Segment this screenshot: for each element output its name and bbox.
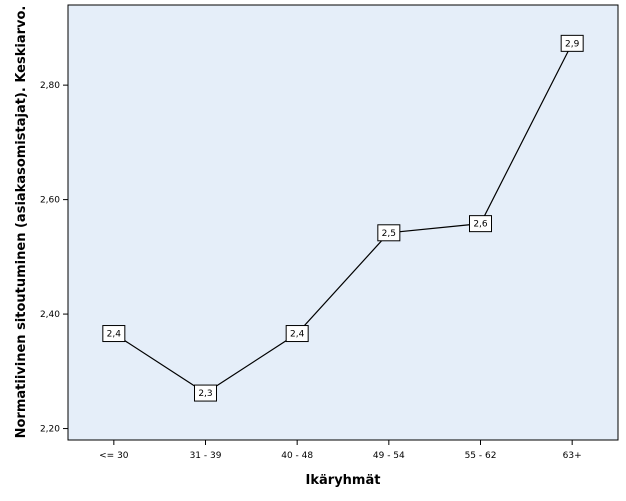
y-axis: 2,20 2,40 2,60 2,80 bbox=[40, 81, 68, 435]
x-tick-label: 49 - 54 bbox=[373, 451, 405, 461]
data-point: 2,5 bbox=[377, 224, 401, 242]
series-line bbox=[113, 43, 573, 394]
x-axis: <= 30 31 - 39 40 - 48 49 - 54 55 - 62 63+ bbox=[99, 440, 582, 461]
x-tick-label: 63+ bbox=[563, 451, 582, 461]
y-tick-label: 2,80 bbox=[40, 81, 60, 91]
data-label: 2,9 bbox=[565, 39, 580, 49]
data-label-box bbox=[285, 325, 309, 343]
y-tick-label: 2,40 bbox=[40, 310, 60, 320]
data-label-box bbox=[469, 215, 492, 233]
y-tick-label: 2,20 bbox=[40, 425, 60, 435]
data-point: 2,4 bbox=[285, 325, 309, 343]
data-label: 2,4 bbox=[107, 330, 122, 340]
data-point: 2,6 bbox=[469, 215, 492, 233]
x-tick-label: <= 30 bbox=[99, 451, 129, 461]
data-label: 2,4 bbox=[290, 330, 305, 340]
plot-area bbox=[67, 4, 619, 441]
x-axis-title: Ikäryhmät bbox=[306, 473, 381, 488]
data-label-box bbox=[377, 224, 401, 242]
x-tick-label: 31 - 39 bbox=[190, 451, 222, 461]
data-point: 2,9 bbox=[560, 34, 584, 52]
x-tick-label: 40 - 48 bbox=[281, 451, 313, 461]
data-labels: 2,4 2,3 2,4 2,5 2,6 2,9 bbox=[102, 34, 584, 402]
data-label-box bbox=[102, 325, 126, 343]
data-label: 2,5 bbox=[382, 229, 396, 239]
data-point: 2,4 bbox=[102, 325, 126, 343]
data-label: 2,6 bbox=[473, 220, 488, 230]
data-label-box bbox=[560, 34, 584, 52]
data-label: 2,3 bbox=[198, 389, 212, 399]
y-axis-title: Normatiivinen sitoutuminen (asiakasomist… bbox=[14, 6, 29, 439]
y-tick-label: 2,60 bbox=[40, 196, 60, 206]
x-tick-label: 55 - 62 bbox=[465, 451, 497, 461]
data-point: 2,3 bbox=[194, 384, 217, 402]
data-label-box bbox=[194, 384, 217, 402]
